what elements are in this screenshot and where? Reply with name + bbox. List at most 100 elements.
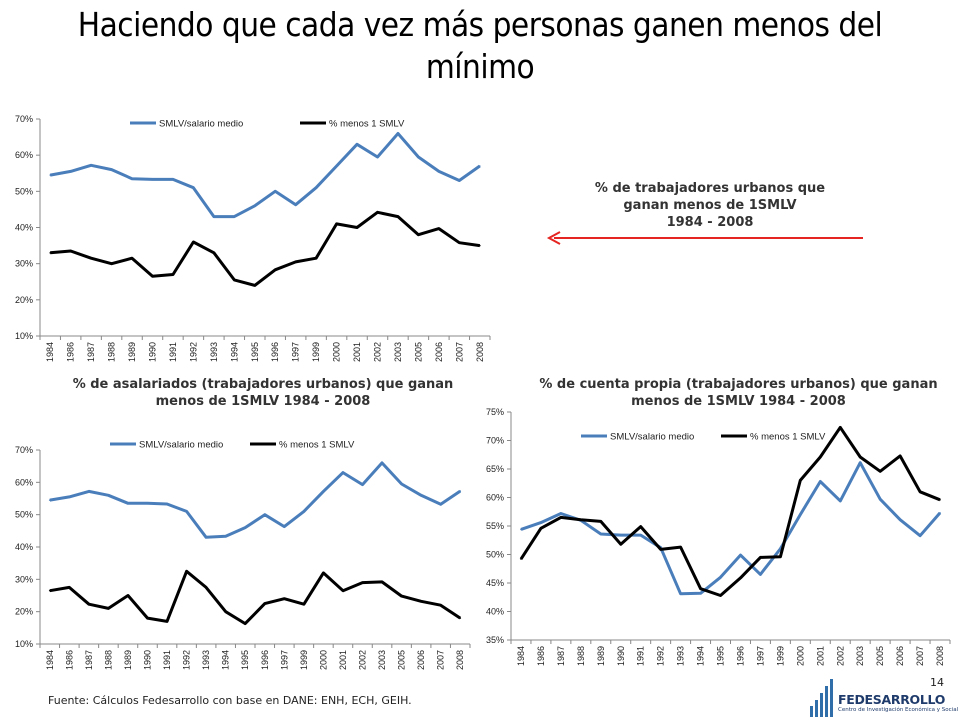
x-tick-label: 2007 — [915, 646, 925, 666]
series-1-point — [294, 261, 297, 263]
series-1-point — [719, 594, 722, 597]
y-tick-label: 40% — [15, 223, 33, 233]
series-1-point — [185, 570, 188, 573]
series-0-point — [400, 483, 403, 485]
x-tick-label: 1996 — [270, 342, 280, 362]
chart-urbanos: 10% 20% 30% 40% 50% 60% 70% 1984 1986 1987 1988 198… — [15, 114, 491, 362]
x-tick-label: 2001 — [815, 646, 825, 666]
x-tick-label: 1991 — [162, 650, 172, 670]
x-tick-label: 1988 — [107, 342, 117, 362]
series-0-point — [315, 186, 317, 189]
y-tick-label: 60% — [486, 493, 504, 503]
series-0-point — [639, 534, 642, 536]
series-1-point — [400, 595, 403, 597]
series-1-point — [458, 241, 461, 244]
series-1-point — [679, 546, 682, 548]
series-1-point — [439, 604, 442, 606]
x-tick-label: 2003 — [377, 650, 387, 670]
x-tick-label: 1987 — [84, 650, 94, 670]
series-0-point — [90, 164, 92, 167]
series-0-point — [283, 525, 286, 528]
x-tick-label: 2008 — [455, 650, 465, 670]
series-0-point — [779, 548, 782, 550]
series-0-point — [719, 576, 722, 579]
x-tick-label: 1995 — [716, 646, 726, 666]
y-tick-label: 60% — [15, 477, 33, 487]
series-1-point — [244, 622, 247, 625]
x-tick-label: 2005 — [413, 342, 423, 362]
y-tick-label: 75% — [486, 407, 504, 417]
series-1-point — [49, 252, 52, 254]
series-1-point — [192, 241, 195, 243]
series-0-point — [438, 170, 440, 173]
series-1-point — [397, 215, 399, 218]
y-tick-label: 50% — [486, 550, 504, 560]
y-tick-label: 70% — [486, 436, 504, 446]
x-tick-label: 1990 — [148, 342, 158, 362]
series-0-point — [253, 205, 256, 207]
legend-label-1: % menos 1 SMLV — [279, 440, 355, 451]
series-0-point — [151, 178, 154, 181]
series-0-point — [819, 480, 822, 483]
slide-number: 14 — [930, 676, 944, 689]
series-1-point — [879, 470, 881, 473]
fedesarrollo-logo: FEDESARROLLO Centro de Investigación Eco… — [808, 676, 958, 718]
x-tick-label: 2007 — [436, 650, 446, 670]
logo-name: FEDESARROLLO — [838, 692, 946, 707]
series-line-1 — [49, 569, 462, 626]
series-1-point — [146, 617, 149, 619]
x-tick-label: 1997 — [291, 342, 301, 362]
x-tick-label: 1995 — [240, 650, 250, 670]
x-tick-label: 1999 — [299, 650, 309, 670]
x-tick-label: 2002 — [835, 646, 845, 666]
series-0-point — [131, 177, 133, 180]
series-1-point — [224, 610, 227, 613]
series-0-point — [146, 502, 149, 505]
y-tick-label: 50% — [15, 186, 33, 196]
x-tick-label: 1991 — [168, 342, 178, 362]
series-0-point — [520, 528, 522, 531]
series-1-point — [799, 479, 802, 482]
series-0-point — [172, 178, 174, 181]
x-tick-label: 2001 — [352, 342, 362, 362]
legend-label-0: SMLV/salario medio — [159, 119, 243, 130]
callout-line-3: 1984 - 2008 — [666, 215, 754, 230]
x-tick-label: 1988 — [103, 650, 113, 670]
series-0-point — [68, 496, 71, 498]
series-0-point — [919, 534, 921, 537]
series-0-point — [49, 174, 52, 176]
x-tick-label: 1993 — [201, 650, 211, 670]
x-tick-label: 1989 — [127, 342, 137, 362]
x-tick-label: 1990 — [616, 646, 626, 666]
series-0-point — [478, 165, 481, 167]
series-0-point — [459, 490, 462, 492]
series-0-point — [356, 143, 358, 146]
series-1-point — [420, 600, 422, 603]
series-1-point — [283, 597, 286, 600]
series-1-point — [919, 491, 921, 493]
series-0-point — [263, 513, 266, 516]
series-0-point — [88, 490, 90, 493]
series-0-point — [303, 510, 305, 513]
series-1-point — [939, 498, 941, 501]
series-1-point — [151, 275, 154, 278]
y-tick-label: 50% — [15, 510, 33, 520]
series-line-1 — [519, 425, 941, 597]
series-1-point — [361, 581, 364, 584]
x-tick-label: 1984 — [516, 646, 526, 666]
chart-asalariados: % de asalariados (trabajadores urbanos) … — [15, 377, 471, 670]
x-tick-label: 2008 — [935, 646, 945, 666]
y-tick-label: 30% — [15, 574, 33, 584]
x-tick-label: 1991 — [636, 646, 646, 666]
series-0-point — [759, 573, 762, 576]
y-tick-label: 40% — [15, 542, 33, 552]
x-tick-label: 2008 — [475, 342, 485, 362]
series-1-point — [205, 586, 207, 589]
x-tick-label: 1999 — [775, 646, 785, 666]
series-1-point — [263, 602, 266, 605]
series-0-point — [899, 518, 901, 521]
series-0-point — [679, 593, 682, 595]
series-0-point — [799, 513, 802, 516]
series-1-point — [540, 527, 542, 530]
x-tick-label: 1987 — [86, 342, 96, 362]
